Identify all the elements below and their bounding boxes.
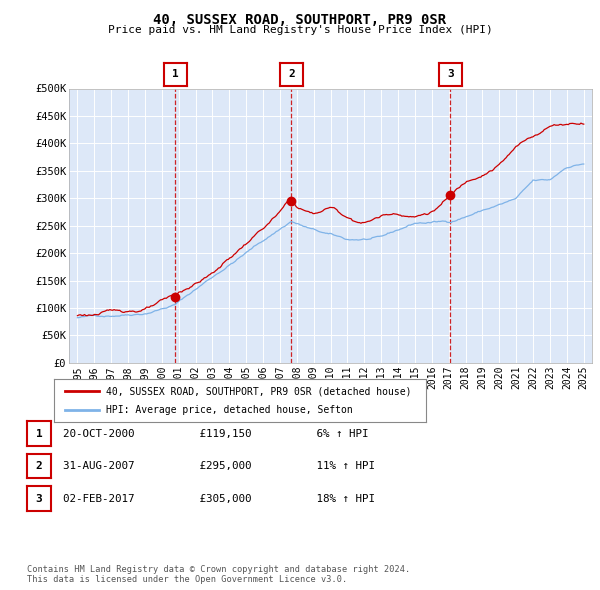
Text: 3: 3 — [447, 70, 454, 79]
Text: 31-AUG-2007          £295,000          11% ↑ HPI: 31-AUG-2007 £295,000 11% ↑ HPI — [63, 461, 375, 471]
Text: 02-FEB-2017          £305,000          18% ↑ HPI: 02-FEB-2017 £305,000 18% ↑ HPI — [63, 494, 375, 503]
Text: HPI: Average price, detached house, Sefton: HPI: Average price, detached house, Seft… — [106, 405, 353, 415]
Text: Contains HM Land Registry data © Crown copyright and database right 2024.
This d: Contains HM Land Registry data © Crown c… — [27, 565, 410, 584]
Text: 40, SUSSEX ROAD, SOUTHPORT, PR9 0SR: 40, SUSSEX ROAD, SOUTHPORT, PR9 0SR — [154, 13, 446, 27]
Text: 2: 2 — [35, 461, 43, 471]
Text: 1: 1 — [35, 429, 43, 438]
Text: Price paid vs. HM Land Registry's House Price Index (HPI): Price paid vs. HM Land Registry's House … — [107, 25, 493, 35]
Text: 20-OCT-2000          £119,150          6% ↑ HPI: 20-OCT-2000 £119,150 6% ↑ HPI — [63, 429, 368, 438]
Text: 2: 2 — [288, 70, 295, 79]
Text: 1: 1 — [172, 70, 179, 79]
Text: 3: 3 — [35, 494, 43, 503]
Text: 40, SUSSEX ROAD, SOUTHPORT, PR9 0SR (detached house): 40, SUSSEX ROAD, SOUTHPORT, PR9 0SR (det… — [106, 386, 412, 396]
